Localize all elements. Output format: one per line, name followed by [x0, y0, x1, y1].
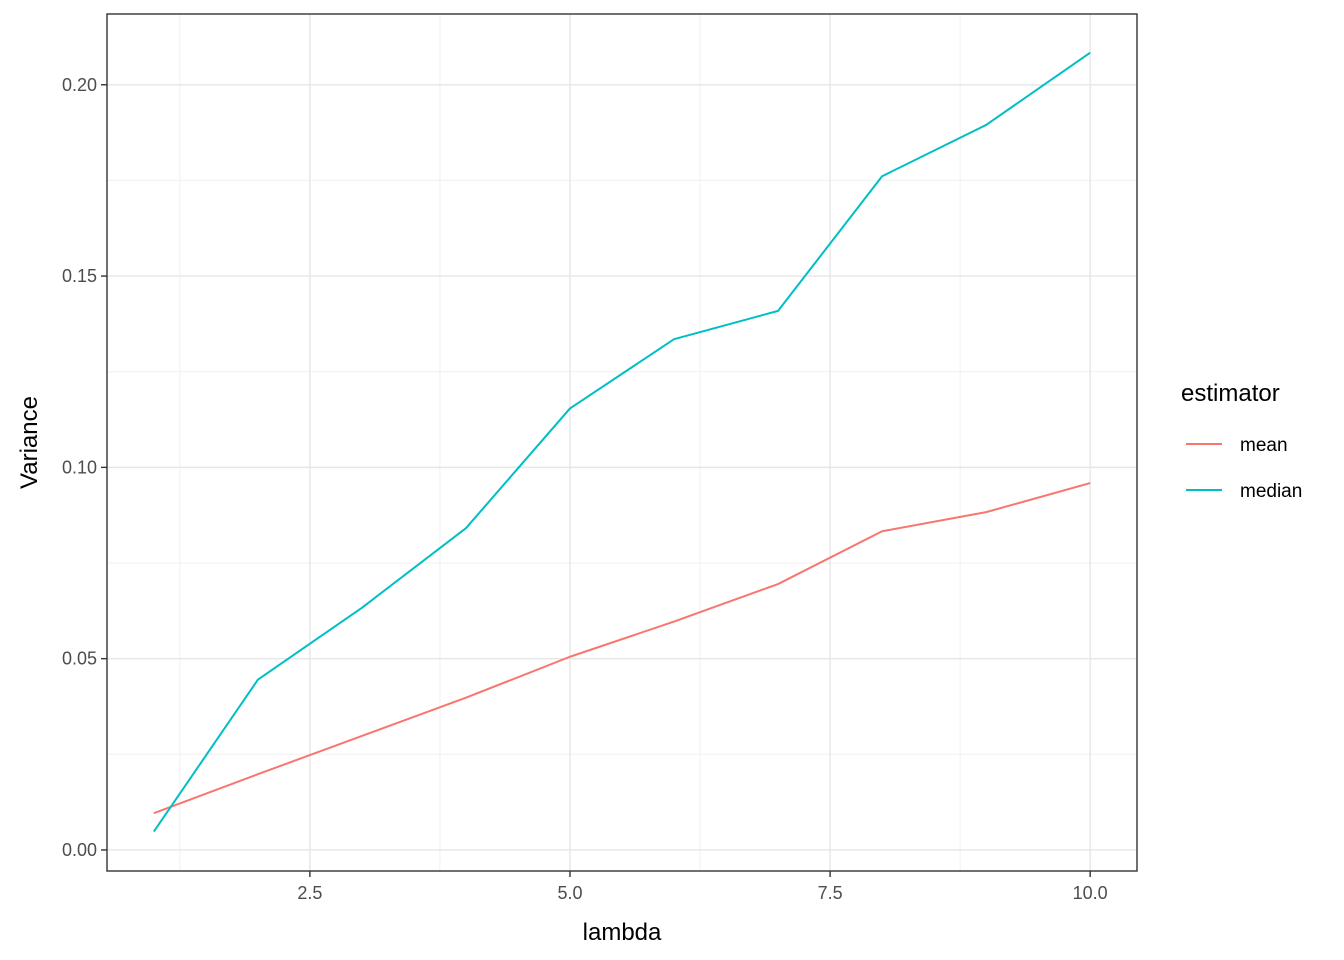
legend-items: mean median	[1186, 435, 1302, 502]
x-tick-label: 2.5	[297, 883, 322, 903]
y-axis-title: Variance	[16, 396, 43, 489]
major-gridlines	[107, 14, 1137, 871]
panel-border	[106, 13, 1138, 872]
x-tick-label: 10.0	[1073, 883, 1108, 903]
y-tick-label: 0.10	[62, 457, 97, 477]
legend: estimator mean median	[1181, 380, 1302, 502]
y-tick-label: 0.05	[62, 649, 97, 669]
minor-gridlines	[107, 14, 1137, 871]
series-line-median	[152, 51, 1091, 833]
x-axis-ticks: 2.5 5.0 7.5 10.0	[297, 871, 1108, 903]
x-tick-label: 7.5	[818, 883, 843, 903]
legend-title: estimator	[1181, 380, 1280, 407]
y-axis-ticks: 0.00 0.05 0.10 0.15 0.20	[62, 75, 107, 860]
y-tick-label: 0.20	[62, 75, 97, 95]
series-lines	[152, 51, 1091, 833]
series-line-mean	[153, 482, 1091, 815]
x-axis-title: lambda	[583, 919, 662, 946]
legend-label-mean: mean	[1240, 435, 1288, 456]
y-tick-label: 0.15	[62, 266, 97, 286]
x-tick-label: 5.0	[557, 883, 582, 903]
legend-label-median: median	[1240, 481, 1302, 502]
y-tick-label: 0.00	[62, 840, 97, 860]
